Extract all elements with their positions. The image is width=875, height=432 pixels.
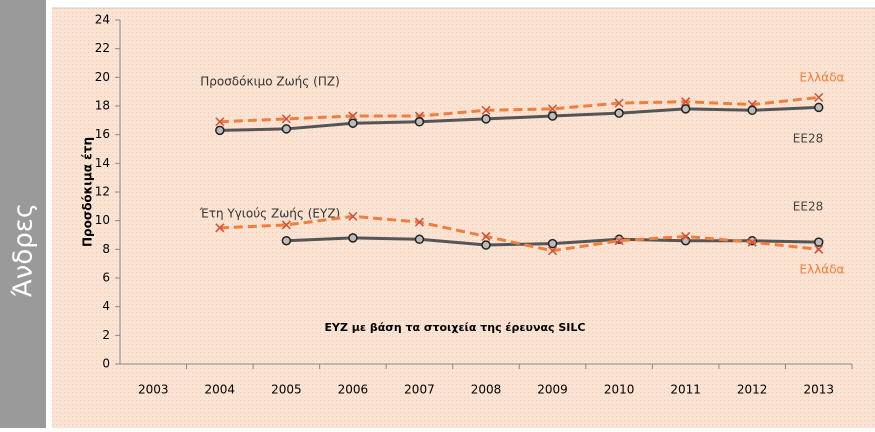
marker [614, 108, 624, 118]
y-tick-label: 6 [102, 271, 110, 285]
marker [281, 114, 291, 124]
marker [747, 237, 757, 247]
marker [281, 220, 291, 230]
marker [547, 111, 558, 121]
x-tick-label: 2005 [271, 383, 302, 397]
marker [215, 125, 225, 136]
marker [481, 231, 491, 241]
x-tick-label: 2006 [338, 383, 369, 397]
series-label: ΕΕ28 [793, 200, 823, 214]
y-tick-label: 24 [95, 13, 110, 27]
marker [348, 111, 358, 121]
x-tick-label: 2011 [670, 383, 701, 397]
series-line [219, 214, 819, 253]
y-tick-label: 10 [95, 213, 110, 227]
marker [348, 211, 358, 221]
marker [813, 102, 824, 113]
x-tick-label: 2010 [604, 383, 635, 397]
marker [814, 244, 824, 254]
y-tick-label: 14 [95, 156, 110, 170]
marker [215, 223, 225, 233]
annotation: Προσδόκιμο Ζωής (ΠΖ) [200, 75, 340, 89]
annotation: Έτη Υγιούς Ζωής (ΕΥΖ) [199, 207, 340, 221]
y-tick-label: 4 [102, 299, 110, 313]
series-label: Ελλάδα [800, 71, 845, 85]
marker [548, 246, 558, 256]
x-tick-label: 2012 [737, 383, 768, 397]
series-label: Ελλάδα [800, 263, 845, 277]
marker [547, 238, 558, 249]
marker [348, 233, 358, 243]
marker [281, 235, 292, 246]
side-label: Άνδρες [9, 203, 39, 297]
marker [348, 118, 358, 128]
y-tick-label: 8 [102, 242, 110, 256]
y-axis-label: Προσδόκιμα έτη [81, 137, 95, 247]
marker [814, 92, 824, 102]
y-tick-label: 0 [102, 357, 110, 371]
x-tick-label: 2009 [537, 383, 568, 397]
y-tick-label: 20 [95, 70, 110, 84]
marker [481, 114, 491, 124]
x-tick-label: 2007 [404, 383, 435, 397]
marker [614, 98, 624, 108]
marker [414, 217, 424, 227]
y-tick-label: 12 [95, 185, 110, 199]
y-tick-label: 22 [95, 41, 110, 55]
y-tick-label: 16 [95, 127, 110, 141]
series-line [219, 95, 819, 124]
marker [414, 117, 425, 127]
marker [813, 237, 824, 247]
x-tick-label: 2004 [205, 383, 236, 397]
marker [747, 105, 757, 116]
y-tick-label: 2 [102, 328, 110, 342]
series-line [219, 105, 819, 132]
side-band [0, 0, 46, 428]
x-tick-label: 2013 [803, 383, 834, 397]
marker [548, 104, 558, 114]
marker [681, 97, 691, 107]
y-tick-label: 18 [95, 99, 110, 113]
marker [281, 124, 292, 134]
marker [481, 240, 491, 250]
marker [481, 105, 491, 115]
marker [215, 117, 225, 127]
annotation: ΕΥΖ με βάση τα στοιχεία της έρευνας SILC [325, 321, 586, 334]
marker [680, 104, 691, 114]
marker [414, 234, 425, 245]
chart-area [52, 8, 875, 428]
series-label: ΕΕ28 [793, 132, 823, 146]
x-tick-label: 2008 [471, 383, 502, 397]
marker [614, 236, 624, 246]
x-tick-label: 2003 [138, 383, 169, 397]
marker [681, 231, 691, 241]
